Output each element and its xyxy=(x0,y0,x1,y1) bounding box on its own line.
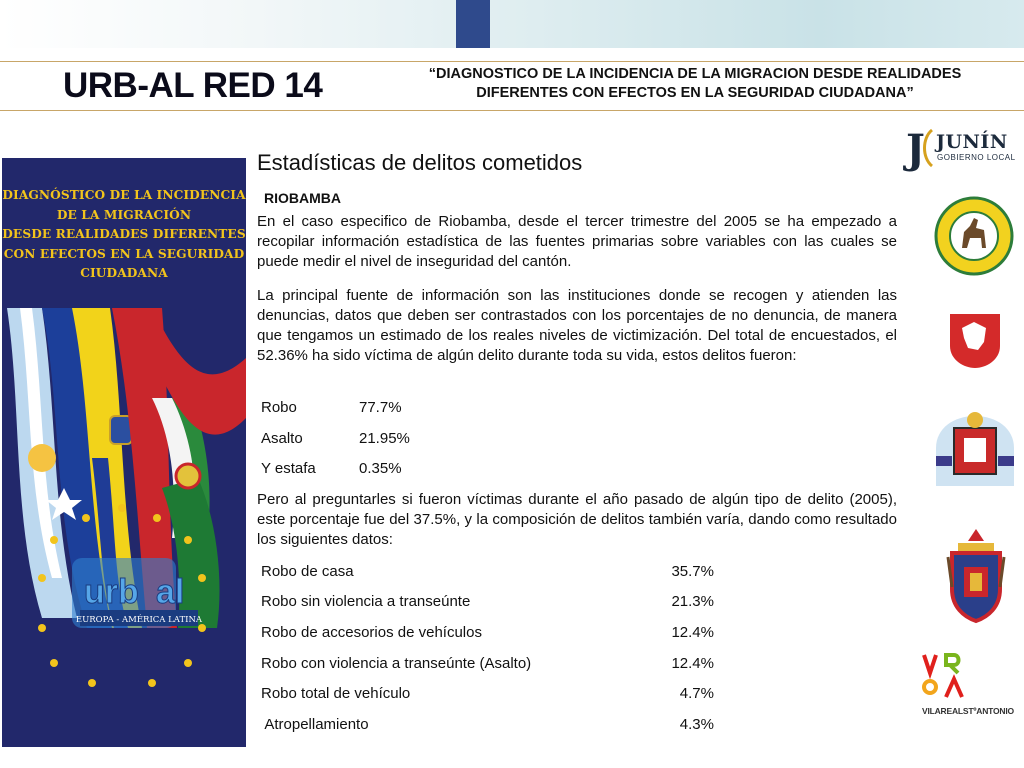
paragraph-last-year: Pero al preguntarles si fueron víctimas … xyxy=(257,491,897,548)
municipality-seal-icon xyxy=(934,196,1014,276)
poster-title-line: CIUDADANA xyxy=(80,266,168,280)
vila-real-logo-icon xyxy=(922,653,964,698)
top-banner xyxy=(0,0,1024,48)
junin-logo-name: JUNÍN xyxy=(936,131,1008,153)
urbal-logo-left: urb xyxy=(84,573,139,611)
stat-value: 77.7% xyxy=(359,399,402,416)
stat-label: Robo xyxy=(261,399,297,416)
poster-title: DIAGNÓSTICO DE LA INCIDENCIA DE LA MIGRA… xyxy=(2,186,246,284)
urbal-logo-band: EUROPA - AMÉRICA LATINA xyxy=(76,613,203,625)
eu-stars xyxy=(38,504,206,687)
paragraph-sources: La principal fuente de información son l… xyxy=(257,287,897,364)
chile-flag-streamer xyxy=(42,308,117,628)
stat-value: 4.3% xyxy=(679,716,714,733)
urbal-logo-right: al xyxy=(156,573,184,611)
portugal-flag-streamer xyxy=(162,478,220,628)
junin-logo-mark xyxy=(923,128,934,168)
stat-label: Robo total de vehículo xyxy=(261,685,411,702)
stat-label: Robo con violencia a transeúnte (Asalto) xyxy=(261,655,532,672)
stat-label: Asalto xyxy=(261,430,303,447)
poster-title-line: DESDE REALIDADES DIFERENTES xyxy=(2,227,246,241)
ecuador-city-arms-icon xyxy=(946,529,1006,624)
junin-logo-initial: J xyxy=(906,126,925,173)
header-band xyxy=(0,61,1024,111)
brand-title: URB-AL RED 14 xyxy=(63,66,323,105)
stat-label: Robo sin violencia a transeúnte xyxy=(261,593,471,610)
stat-label: Y estafa xyxy=(261,460,316,477)
stat-label: Robo de casa xyxy=(261,563,354,580)
peru-flag-streamer xyxy=(112,308,177,628)
stat-label: Robo de accesorios de vehículos xyxy=(261,624,482,641)
stat-value: 0.35% xyxy=(359,460,402,477)
stat-value: 21.3% xyxy=(671,593,714,610)
section-title: Estadísticas de delitos cometidos xyxy=(257,150,583,175)
top-banner-tab xyxy=(456,0,490,48)
header-title: “DIAGNOSTICO DE LA INCIDENCIA DE LA MIGR… xyxy=(360,65,1024,103)
paragraph-intro: En el caso especifico de Riobamba, desde… xyxy=(257,213,897,270)
coat-of-arms-icon xyxy=(936,412,1014,486)
junin-logo-subtitle: GOBIERNO LOCAL xyxy=(937,153,1016,162)
stat-value: 12.4% xyxy=(671,624,714,641)
header-title-line-1: “DIAGNOSTICO DE LA INCIDENCIA DE LA MIGR… xyxy=(428,66,962,82)
poster-title-line: CON EFECTOS EN LA SEGURIDAD xyxy=(3,246,245,261)
city-heading: RIOBAMBA xyxy=(264,190,341,206)
stat-value: 4.7% xyxy=(679,685,714,702)
stat-label: Atropellamiento xyxy=(261,716,369,733)
stat-value: 21.95% xyxy=(359,430,410,447)
stat-value: 12.4% xyxy=(671,655,714,672)
poster-title-line: DIAGNÓSTICO DE LA INCIDENCIA xyxy=(2,188,246,202)
stat-value: 35.7% xyxy=(671,563,714,580)
header-title-line-2: DIFERENTES CON EFECTOS EN LA SEGURIDAD C… xyxy=(476,85,914,101)
city-shield-red-icon xyxy=(950,314,1000,368)
sun-emblem xyxy=(28,444,56,472)
poster-title-line: DE LA MIGRACIÓN xyxy=(56,207,192,222)
project-poster: urb al EUROPA - AMÉRICA LATINA DIAGNÓSTI… xyxy=(2,158,246,747)
vila-real-logo-text: VILAREALSTºANTONIO xyxy=(922,706,1014,716)
poster-artwork: urb al EUROPA - AMÉRICA LATINA xyxy=(7,308,246,687)
